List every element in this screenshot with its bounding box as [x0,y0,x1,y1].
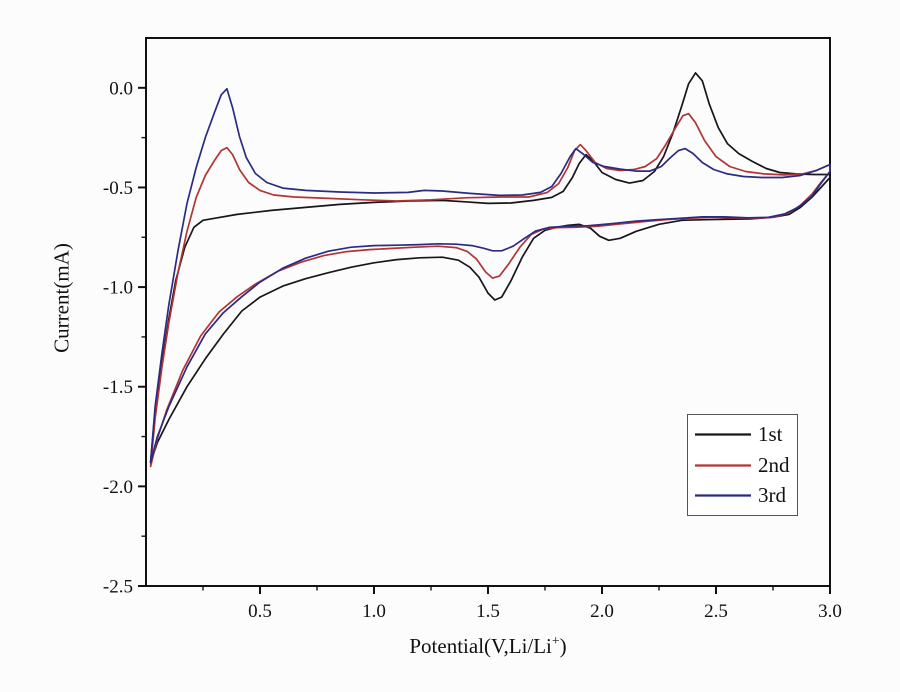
legend-entry-3rd: 3rd [694,482,797,507]
legend-label-1st: 1st [758,422,783,447]
x-tick-label: 0.5 [248,601,272,622]
cv-curve-2nd [149,112,831,468]
y-tick-label: -1.0 [103,278,133,299]
legend-line-3rd-icon [695,494,751,497]
legend-label-3rd: 3rd [758,482,786,507]
legend-entry-1st: 1st [694,424,797,445]
cv-curve-1st [149,72,831,464]
y-tick-label: -2.5 [103,577,133,598]
y-tick-label: -2.0 [103,477,133,498]
y-axis-title: Current(mA) [49,243,74,353]
x-axis-title: Potential(V,Li/Li+) [409,633,567,658]
legend-line-2nd-icon [695,463,751,467]
x-tick-label: 2.0 [590,601,614,622]
x-tick-label: 2.5 [704,601,728,622]
y-tick-label: -0.5 [103,178,133,199]
x-tick-label: 1.5 [476,601,500,622]
x-tick-label: 3.0 [818,601,842,622]
legend-entry-2nd: 2nd [694,452,797,477]
y-tick-label: -1.5 [103,377,133,398]
legend-box: 1st 2nd 3rd [687,414,798,516]
legend-label-2nd: 2nd [758,452,790,477]
cv-curve-3rd [149,87,831,464]
legend-line-1st-icon [695,433,751,436]
y-tick-label: 0.0 [109,78,133,99]
x-tick-label: 1.0 [362,601,386,622]
